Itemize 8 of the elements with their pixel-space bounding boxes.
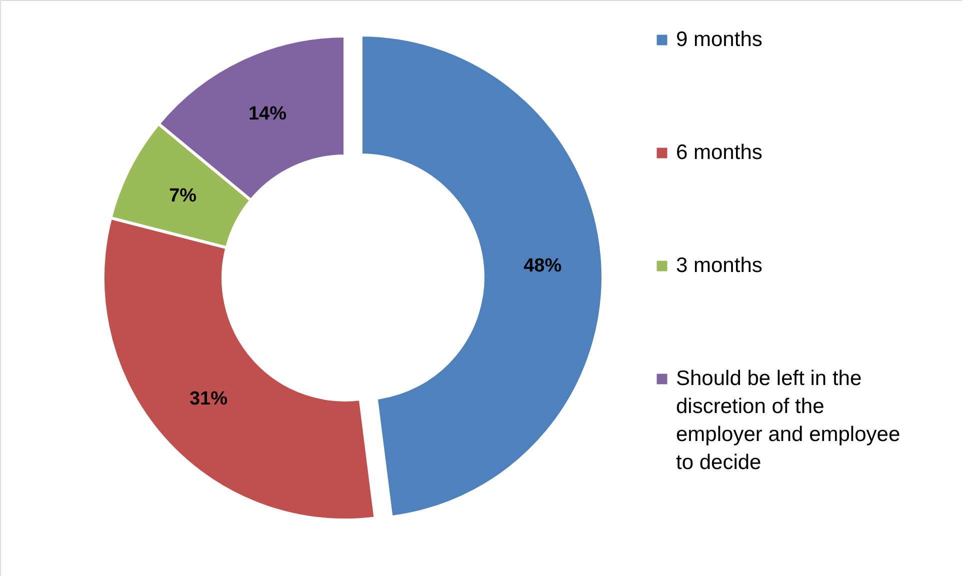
legend-label: 3 months (676, 254, 762, 277)
data-label: 48% (524, 256, 562, 277)
data-label: 14% (248, 103, 287, 124)
legend-label: 6 months (676, 141, 762, 164)
data-label: 31% (189, 388, 228, 410)
data-label: 7% (169, 185, 197, 206)
legend-label: 9 months (676, 28, 762, 51)
legend-label: Should be left in the discretion of the employer and employee to decide (676, 367, 900, 474)
